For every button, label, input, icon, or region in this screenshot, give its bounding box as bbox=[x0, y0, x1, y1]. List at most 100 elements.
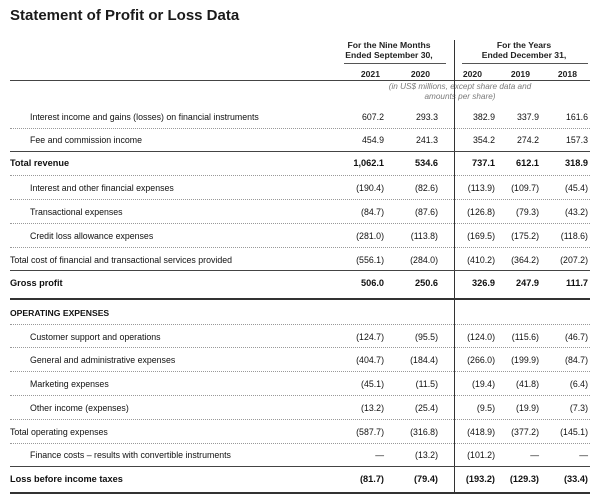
cell-2021: 1,062.1 bbox=[353, 158, 384, 168]
units-note-line-1: (in US$ millions, except share data and bbox=[388, 82, 532, 91]
cell-2018: 157.3 bbox=[565, 135, 588, 145]
cell-2021: 607.2 bbox=[361, 112, 384, 122]
cell-2020: (169.5) bbox=[467, 231, 495, 241]
cell-2020: (101.2) bbox=[467, 450, 495, 460]
row-label: Gross profit bbox=[10, 278, 63, 288]
row-divider bbox=[10, 298, 590, 300]
row-divider bbox=[10, 223, 590, 224]
cell-2021: (13.2) bbox=[361, 403, 384, 413]
cell-2021: (45.1) bbox=[361, 379, 384, 389]
row-divider bbox=[10, 395, 590, 396]
row-label: Interest income and gains (losses) on fi… bbox=[30, 112, 259, 122]
row-label: Other income (expenses) bbox=[30, 403, 129, 413]
cell-2020-nine-months: 534.6 bbox=[415, 158, 438, 168]
cell-2020: 326.9 bbox=[472, 278, 495, 288]
header-bottom-rule bbox=[10, 80, 590, 81]
row-label: Fee and commission income bbox=[30, 135, 142, 145]
table-row-general-administrative-expenses: General and administrative expenses (404.… bbox=[10, 355, 590, 369]
table-row-other-income-expenses: Other income (expenses) (13.2) (25.4) (9.5)… bbox=[10, 403, 590, 417]
cell-2019: (364.2) bbox=[511, 255, 539, 265]
cell-2018: (45.4) bbox=[565, 183, 588, 193]
cell-2020-nine-months: (13.2) bbox=[415, 450, 438, 460]
cell-2021: — bbox=[375, 450, 384, 460]
year-label-2021: 2021 bbox=[360, 69, 380, 79]
cell-2019: (19.9) bbox=[516, 403, 539, 413]
cell-2021: (556.1) bbox=[356, 255, 384, 265]
row-divider bbox=[10, 347, 590, 348]
cell-2020: 354.2 bbox=[472, 135, 495, 145]
row-label: Total revenue bbox=[10, 158, 70, 168]
cell-2020: (19.4) bbox=[472, 379, 495, 389]
cell-2020: (410.2) bbox=[467, 255, 495, 265]
table-row-fee-commission-income: Fee and commission income 454.9 241.3 354.2… bbox=[10, 135, 590, 149]
row-divider bbox=[10, 247, 590, 248]
cell-2020-nine-months: (284.0) bbox=[410, 255, 438, 265]
table-row-gross-profit: Gross profit 506.0 250.6 326.9 247.9 111.7 bbox=[10, 278, 590, 292]
row-label: Transactional expenses bbox=[30, 207, 123, 217]
row-label: Total operating expenses bbox=[10, 427, 108, 437]
nine-months-header-line-1: For the Nine Months bbox=[347, 40, 431, 50]
table-row-finance-costs-convertible: Finance costs – results with convertible… bbox=[10, 450, 590, 464]
row-label: Marketing expenses bbox=[30, 379, 109, 389]
page-title: Statement of Profit or Loss Data bbox=[10, 7, 240, 24]
cell-2019: 337.9 bbox=[516, 112, 539, 122]
cell-2018: (145.1) bbox=[560, 427, 588, 437]
cell-2018: (46.7) bbox=[565, 332, 588, 342]
cell-2019: (175.2) bbox=[511, 231, 539, 241]
cell-2020: (266.0) bbox=[467, 355, 495, 365]
cell-2021: (124.7) bbox=[356, 332, 384, 342]
table-row-marketing-expenses: Marketing expenses (45.1) (11.5) (19.4) (41.… bbox=[10, 379, 590, 393]
year-label-2020-nine-months: 2020 bbox=[410, 69, 430, 79]
cell-2018: (33.4) bbox=[563, 474, 588, 484]
cell-2020-nine-months: (11.5) bbox=[415, 379, 438, 389]
row-divider bbox=[10, 419, 590, 420]
years-header-line-1: For the Years bbox=[496, 40, 552, 50]
cell-2020-nine-months: (95.5) bbox=[415, 332, 438, 342]
cell-2019: (109.7) bbox=[511, 183, 539, 193]
table-row-loss-before-income-taxes: Loss before income taxes (81.7) (79.4) (193… bbox=[10, 474, 590, 488]
row-divider bbox=[10, 270, 590, 271]
cell-2020: 737.1 bbox=[472, 158, 495, 168]
row-label: Finance costs – results with convertible… bbox=[30, 450, 231, 460]
nine-months-rule bbox=[344, 63, 446, 64]
year-label-2019: 2019 bbox=[510, 69, 530, 79]
cell-2020-nine-months: (25.4) bbox=[415, 403, 438, 413]
cell-2020: (418.9) bbox=[467, 427, 495, 437]
cell-2020: (126.8) bbox=[467, 207, 495, 217]
cell-2019: (41.8) bbox=[516, 379, 539, 389]
row-divider bbox=[10, 175, 590, 176]
table-row-transactional-expenses: Transactional expenses (84.7) (87.6) (126.8… bbox=[10, 207, 590, 221]
years-header: For the Years Ended December 31, bbox=[462, 40, 586, 60]
row-divider bbox=[10, 492, 590, 494]
row-divider bbox=[10, 324, 590, 325]
column-group-separator bbox=[454, 40, 455, 493]
cell-2021: (190.4) bbox=[356, 183, 384, 193]
row-label: Customer support and operations bbox=[30, 332, 161, 342]
cell-2020-nine-months: 293.3 bbox=[415, 112, 438, 122]
cell-2018: 161.6 bbox=[565, 112, 588, 122]
table-row-operating-expenses-heading: OPERATING EXPENSES bbox=[10, 308, 590, 322]
row-divider bbox=[10, 371, 590, 372]
row-label: Credit loss allowance expenses bbox=[30, 231, 154, 241]
cell-2020-nine-months: (184.4) bbox=[410, 355, 438, 365]
cell-2020-nine-months: (82.6) bbox=[415, 183, 438, 193]
cell-2021: (404.7) bbox=[356, 355, 384, 365]
cell-2021: (587.7) bbox=[356, 427, 384, 437]
table-row-customer-support-operations: Customer support and operations (124.7) (9… bbox=[10, 332, 590, 346]
cell-2019: (79.3) bbox=[516, 207, 539, 217]
cell-2021: 454.9 bbox=[361, 135, 384, 145]
table-row-credit-loss-allowance: Credit loss allowance expenses (281.0) (11… bbox=[10, 231, 590, 245]
year-label-2018: 2018 bbox=[557, 69, 577, 79]
nine-months-header: For the Nine Months Ended September 30, bbox=[336, 40, 442, 60]
table-row-total-revenue: Total revenue 1,062.1 534.6 737.1 612.1 318.9 bbox=[10, 158, 590, 172]
units-note-line-2: amounts per share) bbox=[424, 92, 496, 101]
cell-2020-nine-months: (87.6) bbox=[415, 207, 438, 217]
cell-2020-nine-months: (316.8) bbox=[410, 427, 438, 437]
cell-2018: (207.2) bbox=[560, 255, 588, 265]
cell-2020-nine-months: (79.4) bbox=[413, 474, 438, 484]
cell-2018: — bbox=[579, 450, 588, 460]
cell-2019: (115.6) bbox=[511, 332, 539, 342]
cell-2020: (193.2) bbox=[465, 474, 495, 484]
row-label: OPERATING EXPENSES bbox=[10, 308, 110, 318]
cell-2020: (124.0) bbox=[467, 332, 495, 342]
